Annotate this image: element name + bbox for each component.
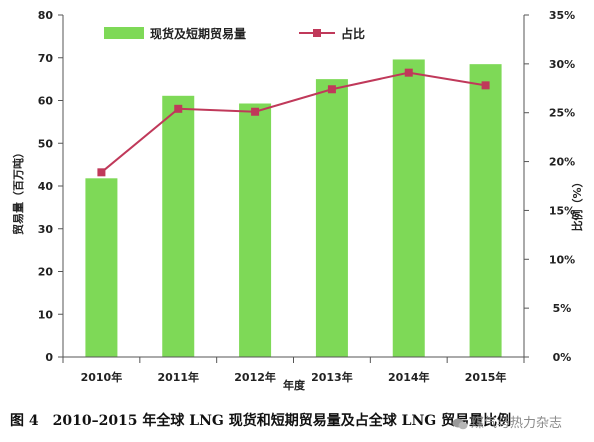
y2-tick-label-4: 20% [549,156,575,169]
legend-label-line: 占比 [341,26,365,41]
bar-2 [239,103,272,358]
legend-label-bar: 现货及短期贸易量 [150,26,246,41]
bar-1 [162,95,195,358]
watermark-text: 煤气与热力杂志 [471,416,563,431]
legend-swatch-bar [104,27,144,39]
y-tick-label-2: 20 [38,266,54,279]
bar-5 [469,64,502,357]
y2-tick-label-7: 35% [549,9,575,22]
x-tick-label-3: 2013年 [311,370,353,384]
y2-axis-title: 比例（%） [570,176,584,231]
x-tick-label-1: 2011年 [157,370,199,384]
legend-swatch-line-marker [313,29,321,37]
y2-tick-label-1: 5% [553,302,572,315]
y2-tick-label-3: 15% [549,204,575,217]
ratio-line [100,71,486,174]
y-tick-label-1: 10 [38,308,54,321]
ratio-point-2 [251,107,260,116]
y2-tick-label-6: 30% [549,58,575,71]
chart: 0 10 20 30 40 50 60 70 80 0% 5% 10% 15% 20% 25% 30% 35% 2… [11,9,584,392]
y-tick-label-0: 0 [45,351,53,364]
bar-3 [315,79,348,357]
x-axis-title: 年度 [283,378,306,392]
y-tick-label-7: 70 [38,52,54,65]
x-tick-label-2: 2012年 [234,370,276,384]
y-tick-label-8: 80 [38,9,54,22]
ratio-point-1 [174,104,183,113]
bar-0 [85,178,118,357]
y2-tick-label-0: 0% [553,351,572,364]
wechat-icon [452,418,468,430]
ratio-point-3 [327,85,336,94]
y2-tick-label-5: 25% [549,107,575,120]
bar-4 [392,59,425,358]
x-tick-label-4: 2014年 [388,370,430,384]
y-tick-label-4: 40 [38,180,54,193]
watermark: 煤气与热力杂志 [452,412,592,431]
y-tick-label-3: 30 [38,223,54,236]
x-tick-label-5: 2015年 [465,370,507,384]
x-tick-label-0: 2010年 [81,370,123,384]
y-tick-label-6: 60 [38,95,54,108]
figure-caption: 图 4 2010–2015 年全球 LNG 现货和短期贸易量及占全球 LNG 贸… [10,413,512,429]
ratio-point-4 [404,68,413,77]
y2-tick-label-2: 10% [549,253,575,266]
ratio-point-5 [481,81,490,90]
y-axis-title: 贸易量（百万吨） [11,147,25,235]
ratio-point-0 [97,168,106,177]
y-tick-label-5: 50 [38,137,54,150]
